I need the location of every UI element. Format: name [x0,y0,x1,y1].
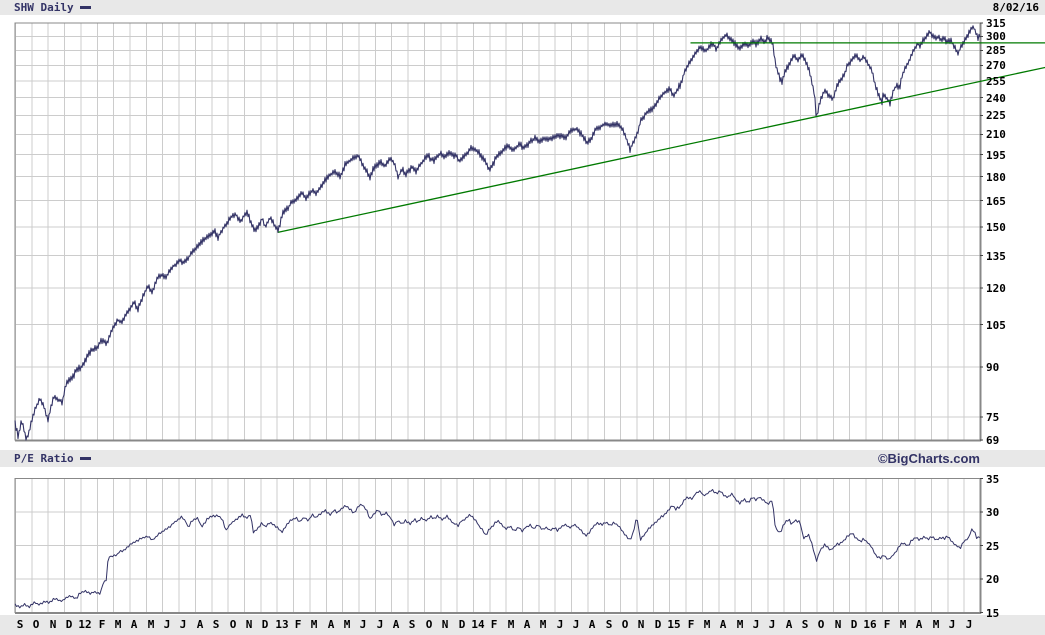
month-tick-label: A [588,618,596,631]
price-tick-label: 69 [986,434,1000,447]
symbol-title: SHW Daily [14,1,74,14]
month-tick-label: S [408,618,416,631]
month-tick-label: A [327,618,335,631]
price-series-legend-swatch [80,6,91,9]
month-tick-label: J [948,618,956,631]
as-of-date: 8/02/16 [992,1,1039,14]
month-tick-label: D [65,618,73,631]
month-tick-label: F [294,618,302,631]
month-tick-label: O [817,618,825,631]
month-tick-label: J [376,618,384,631]
price-tick-label: 225 [986,109,1006,122]
month-tick-label: J [359,618,367,631]
month-tick-label: A [719,618,727,631]
bigcharts-watermark: ©BigCharts.com [877,451,980,466]
month-tick-label: F [687,618,695,631]
month-tick-label: J [965,618,973,631]
pe-panel-header: P/E Ratio ©BigCharts.com [0,450,1045,467]
month-tick-label: D [458,618,466,631]
month-tick-label: A [523,618,531,631]
price-panel-header: SHW Daily 8/02/16 [0,0,1045,15]
pe-tick-label: 30 [986,506,1000,519]
month-tick-label: S [212,618,220,631]
month-tick-label: N [441,618,449,631]
month-tick-label: N [49,618,57,631]
month-tick-label: 13 [275,618,289,631]
price-tick-label: 210 [986,128,1006,141]
price-tick-label: 285 [986,44,1006,57]
month-tick-label: O [425,618,433,631]
pe-series-legend-swatch [80,457,91,460]
price-tick-label: 255 [986,75,1006,88]
month-tick-label: M [310,618,318,631]
price-tick-label: 105 [986,319,1006,332]
pe-tick-label: 15 [986,607,1000,620]
month-tick-label: 15 [667,618,681,631]
pe-ratio-title: P/E Ratio [14,452,74,465]
month-tick-label: F [98,618,106,631]
month-tick-label: N [245,618,253,631]
price-tick-label: 135 [986,250,1006,263]
month-tick-label: S [16,618,24,631]
price-tick-label: 180 [986,171,1006,184]
month-tick-label: J [179,618,187,631]
price-tick-label: 120 [986,282,1006,295]
month-tick-label: D [261,618,269,631]
month-tick-label: A [130,618,138,631]
price-tick-label: 195 [986,149,1006,162]
price-tick-label: 240 [986,92,1006,105]
month-tick-label: 16 [863,618,877,631]
month-tick-label: A [392,618,400,631]
month-tick-label: M [736,618,744,631]
month-tick-label: M [932,618,940,631]
pe-tick-label: 25 [986,540,1000,553]
month-tick-label: O [229,618,237,631]
month-tick-label: M [899,618,907,631]
price-tick-label: 270 [986,59,1006,72]
month-tick-label: M [703,618,711,631]
price-tick-label: 300 [986,30,1006,43]
month-tick-label: D [654,618,662,631]
month-tick-label: J [572,618,580,631]
month-tick-label: A [196,618,204,631]
month-tick-label: M [539,618,547,631]
month-tick-label: D [850,618,858,631]
price-tick-label: 315 [986,17,1006,30]
month-tick-label: J [768,618,776,631]
month-tick-label: J [556,618,564,631]
month-tick-label: M [114,618,122,631]
month-tick-label: M [147,618,155,631]
month-tick-label: M [507,618,515,631]
month-tick-label: O [621,618,629,631]
month-tick-label: J [752,618,760,631]
price-tick-label: 75 [986,411,1000,424]
x-axis-strip [0,615,1045,635]
month-tick-label: M [343,618,351,631]
month-tick-label: S [801,618,809,631]
price-tick-label: 165 [986,195,1006,208]
price-tick-label: 150 [986,221,1006,234]
month-tick-label: 14 [471,618,485,631]
pe-tick-label: 20 [986,573,1000,586]
month-tick-label: F [883,618,891,631]
month-tick-label: N [637,618,645,631]
month-tick-label: F [490,618,498,631]
month-tick-label: J [163,618,171,631]
month-tick-label: S [605,618,613,631]
price-tick-label: 90 [986,361,1000,374]
month-tick-label: A [785,618,793,631]
month-tick-label: A [915,618,923,631]
month-tick-label: N [834,618,842,631]
pe-tick-label: 35 [986,473,1000,486]
month-tick-label: O [32,618,40,631]
month-tick-label: 12 [78,618,92,631]
